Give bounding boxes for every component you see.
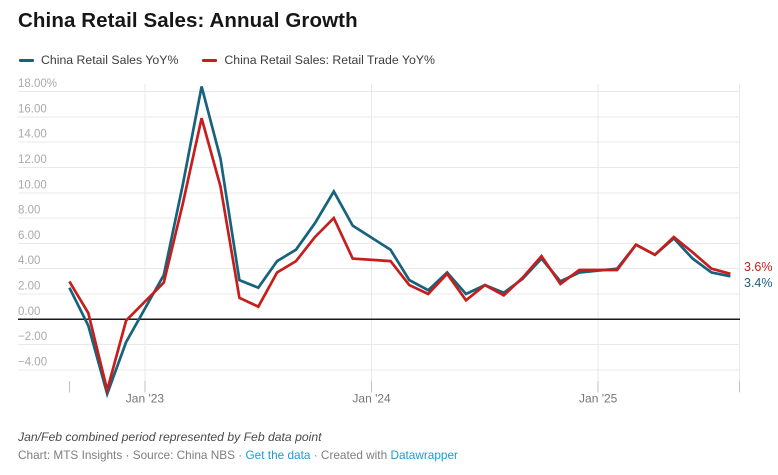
series-end-label-0: 3.4% bbox=[744, 276, 773, 290]
legend-item-1: China Retail Sales: Retail Trade YoY% bbox=[202, 53, 435, 67]
y-axis-label: −2.00 bbox=[18, 331, 47, 343]
series-end-label-1: 3.6% bbox=[744, 260, 773, 274]
y-axis-label: 8.00 bbox=[18, 205, 40, 217]
y-axis-label: 0.00 bbox=[18, 306, 40, 318]
x-axis-label: Jan '25 bbox=[579, 392, 618, 406]
legend-swatch-icon bbox=[202, 58, 218, 62]
legend-item-0: China Retail Sales YoY% bbox=[19, 53, 178, 67]
y-axis-label: −4.00 bbox=[18, 356, 47, 368]
chart-credit: Chart: MTS Insights · Source: China NBS … bbox=[18, 448, 458, 462]
credit-text: Chart: MTS Insights · Source: China NBS … bbox=[18, 448, 246, 462]
x-axis-label: Jan '24 bbox=[352, 392, 391, 406]
y-axis-label: 14.00 bbox=[18, 129, 47, 141]
credit-text: · Created with bbox=[310, 448, 391, 462]
chart-footnote: Jan/Feb combined period represented by F… bbox=[18, 430, 322, 444]
y-axis-label: 2.00 bbox=[18, 281, 40, 293]
legend: China Retail Sales YoY% China Retail Sale… bbox=[19, 53, 435, 67]
y-axis-label: 18.00% bbox=[18, 78, 57, 90]
series-line-1[interactable] bbox=[68, 117, 731, 396]
y-axis-label: 10.00 bbox=[18, 179, 47, 191]
legend-label: China Retail Sales: Retail Trade YoY% bbox=[224, 53, 435, 67]
x-axis-label: Jan '23 bbox=[126, 392, 165, 406]
datawrapper-link[interactable]: Datawrapper bbox=[390, 448, 458, 462]
y-axis-label: 12.00 bbox=[18, 154, 47, 166]
y-axis-label: 16.00 bbox=[18, 103, 47, 115]
legend-label: China Retail Sales YoY% bbox=[41, 53, 179, 67]
y-axis-label: 4.00 bbox=[18, 255, 40, 267]
series-line-0[interactable] bbox=[68, 86, 731, 399]
y-axis-label: 6.00 bbox=[18, 230, 40, 242]
legend-swatch-icon bbox=[19, 58, 34, 62]
get-the-data-link[interactable]: Get the data bbox=[245, 448, 311, 462]
chart-title: China Retail Sales: Annual Growth bbox=[18, 9, 358, 32]
